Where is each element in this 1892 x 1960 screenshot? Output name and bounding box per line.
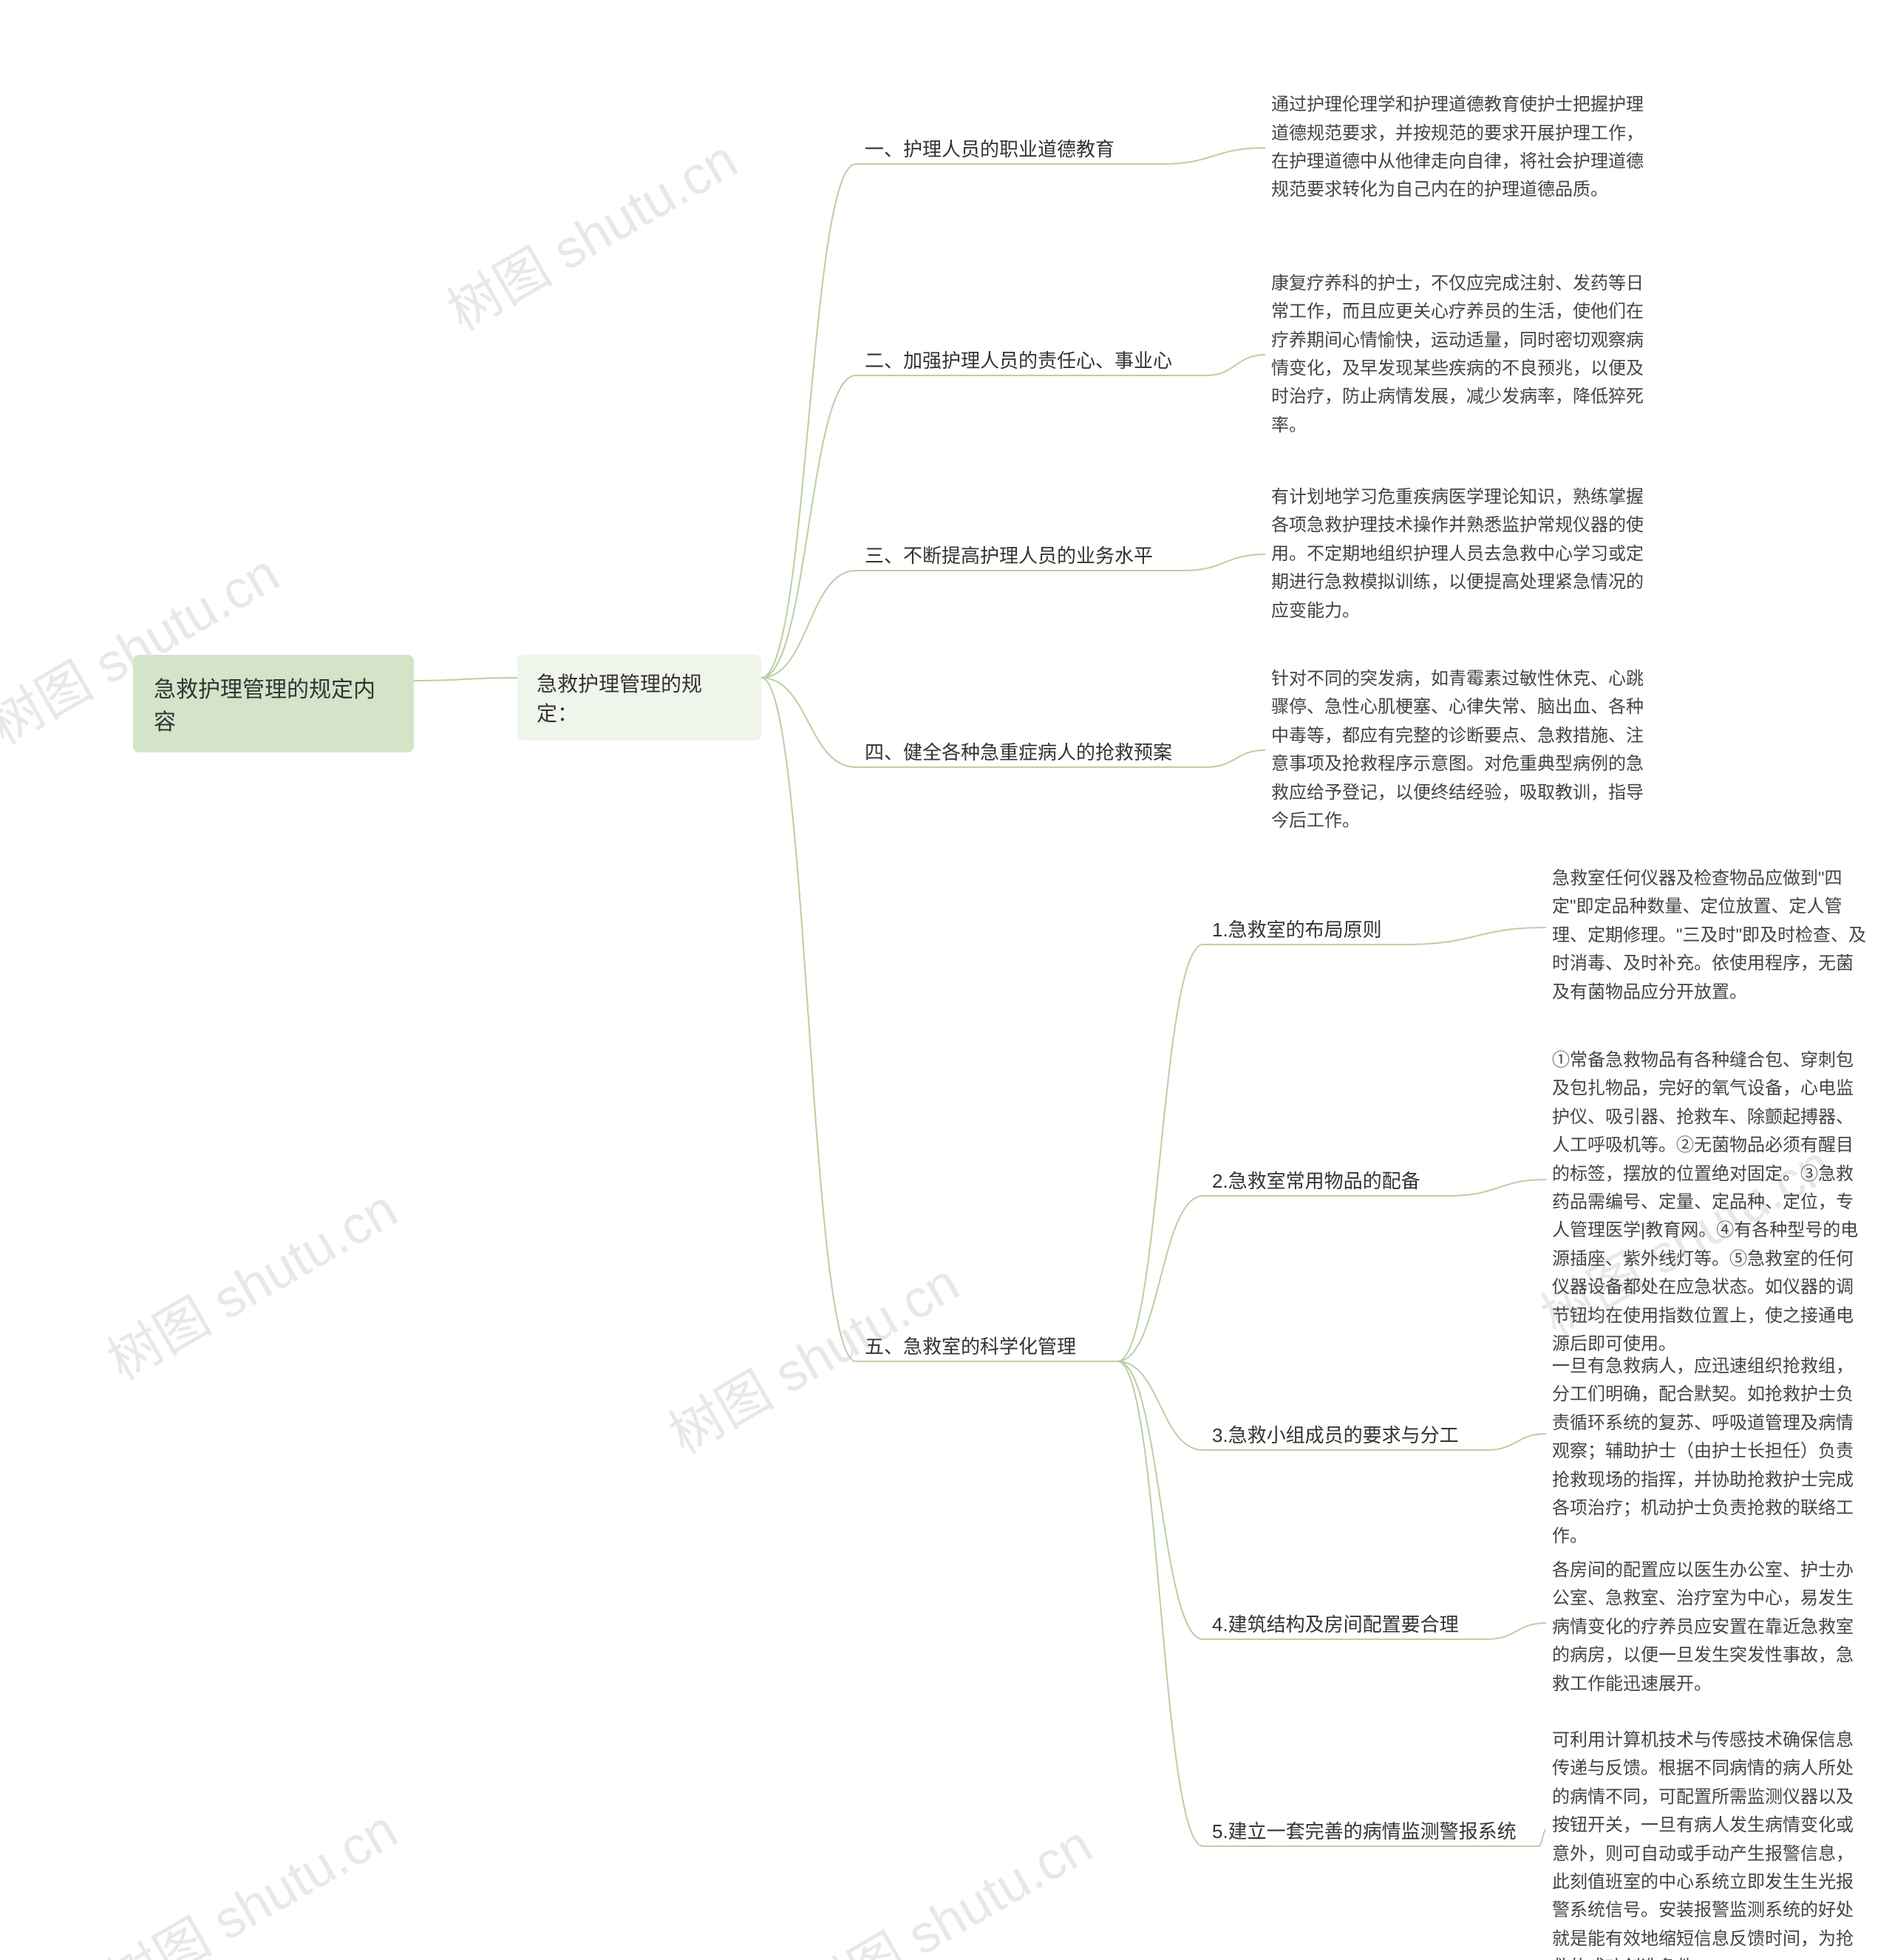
l2-node-2-label: 二、加强护理人员的责任心、事业心: [865, 346, 1172, 373]
leaf-s1[interactable]: 通过护理伦理学和护理道德教育使护士把握护理道德规范要求，并按规范的要求开展护理工…: [1271, 74, 1656, 222]
l2-node-3[interactable]: 三、不断提高护理人员的业务水平: [865, 540, 1175, 569]
l3-node-2[interactable]: 2.急救室常用物品的配备: [1212, 1165, 1441, 1194]
leaf-s5a-label: 急救室任何仪器及检查物品应做到"四定"即定品种数量、定位放置、定人管理、定期修理…: [1552, 865, 1870, 1007]
l3-node-1[interactable]: 1.急救室的布局原则: [1212, 913, 1397, 943]
leaf-s5e-label: 可利用计算机技术与传感技术确保信息传递与反馈。根据不同病情的病人所处的病情不同，…: [1552, 1726, 1870, 1960]
leaf-s3-label: 有计划地学习危重疾病医学理论知识，熟练掌握各项急救护理技术操作并熟悉监护常规仪器…: [1271, 483, 1656, 625]
watermark: 树图 shutu.cn: [91, 1166, 409, 1395]
l1-node[interactable]: 急救护理管理的规定：: [517, 655, 761, 741]
l3-node-5-label: 5.建立一套完善的病情监测警报系统: [1212, 1817, 1517, 1844]
watermark: 树图 shutu.cn: [431, 117, 749, 345]
leaf-s5c-label: 一旦有急救病人，应迅速组织抢救组，分工们明确，配合默契。如抢救护士负责循环系统的…: [1552, 1352, 1870, 1551]
leaf-s2[interactable]: 康复疗养科的护士，不仅应完成注射、发药等日常工作，而且应更关心疗养员的生活，使他…: [1271, 266, 1656, 443]
l2-node-1[interactable]: 一、护理人员的职业道德教育: [865, 133, 1153, 163]
leaf-s5d[interactable]: 各房间的配置应以医生办公室、护士办公室、急救室、治疗室为中心，易发生病情变化的疗…: [1552, 1556, 1870, 1698]
leaf-s4-label: 针对不同的突发病，如青霉素过敏性休克、心跳骤停、急性心肌梗塞、心律失常、脑出血、…: [1271, 665, 1656, 835]
l2-node-4-label: 四、健全各种急重症病人的抢救预案: [865, 738, 1172, 765]
l3-node-2-label: 2.急救室常用物品的配备: [1212, 1166, 1420, 1194]
leaf-s3[interactable]: 有计划地学习危重疾病医学理论知识，熟练掌握各项急救护理技术操作并熟悉监护常规仪器…: [1271, 480, 1656, 628]
root-node-label: 急救护理管理的规定内容: [154, 671, 393, 736]
l3-node-3[interactable]: 3.急救小组成员的要求与分工: [1212, 1419, 1478, 1449]
l2-node-5-label: 五、急救室的科学化管理: [865, 1332, 1076, 1359]
leaf-s5b[interactable]: ①常备急救物品有各种缝合包、穿刺包及包扎物品，完好的氧气设备，心电监护仪、吸引器…: [1552, 1047, 1870, 1358]
l3-node-5[interactable]: 5.建立一套完善的病情监测警报系统: [1212, 1815, 1530, 1845]
l3-node-1-label: 1.急救室的布局原则: [1212, 915, 1382, 942]
l2-node-3-label: 三、不断提高护理人员的业务水平: [865, 541, 1153, 568]
watermark: 树图 shutu.cn: [91, 1787, 409, 1960]
l3-node-3-label: 3.急救小组成员的要求与分工: [1212, 1420, 1459, 1448]
leaf-s5d-label: 各房间的配置应以医生办公室、护士办公室、急救室、治疗室为中心，易发生病情变化的疗…: [1552, 1556, 1870, 1698]
watermark: 树图 shutu.cn: [786, 1802, 1103, 1960]
leaf-s5b-label: ①常备急救物品有各种缝合包、穿刺包及包扎物品，完好的氧气设备，心电监护仪、吸引器…: [1552, 1047, 1870, 1358]
leaf-s5a[interactable]: 急救室任何仪器及检查物品应做到"四定"即定品种数量、定位放置、定人管理、定期修理…: [1552, 865, 1870, 1007]
leaf-s5c[interactable]: 一旦有急救病人，应迅速组织抢救组，分工们明确，配合默契。如抢救护士负责循环系统的…: [1552, 1352, 1870, 1551]
l2-node-4[interactable]: 四、健全各种急重症病人的抢救预案: [865, 736, 1197, 766]
l1-node-label: 急救护理管理的规定：: [537, 668, 742, 727]
l3-node-4[interactable]: 4.建筑结构及房间配置要合理: [1212, 1608, 1478, 1638]
leaf-s5e[interactable]: 可利用计算机技术与传感技术确保信息传递与反馈。根据不同病情的病人所处的病情不同，…: [1552, 1726, 1870, 1960]
l3-node-4-label: 4.建筑结构及房间配置要合理: [1212, 1610, 1459, 1637]
l2-node-2[interactable]: 二、加强护理人员的责任心、事业心: [865, 344, 1197, 374]
leaf-s2-label: 康复疗养科的护士，不仅应完成注射、发药等日常工作，而且应更关心疗养员的生活，使他…: [1271, 270, 1656, 440]
root-node[interactable]: 急救护理管理的规定内容: [133, 655, 414, 752]
leaf-s1-label: 通过护理伦理学和护理道德教育使护士把握护理道德规范要求，并按规范的要求开展护理工…: [1271, 91, 1656, 205]
leaf-s4[interactable]: 针对不同的突发病，如青霉素过敏性休克、心跳骤停、急性心肌梗塞、心律失常、脑出血、…: [1271, 665, 1656, 835]
l2-node-5[interactable]: 五、急救室的科学化管理: [865, 1330, 1109, 1360]
l2-node-1-label: 一、护理人员的职业道德教育: [865, 135, 1115, 162]
